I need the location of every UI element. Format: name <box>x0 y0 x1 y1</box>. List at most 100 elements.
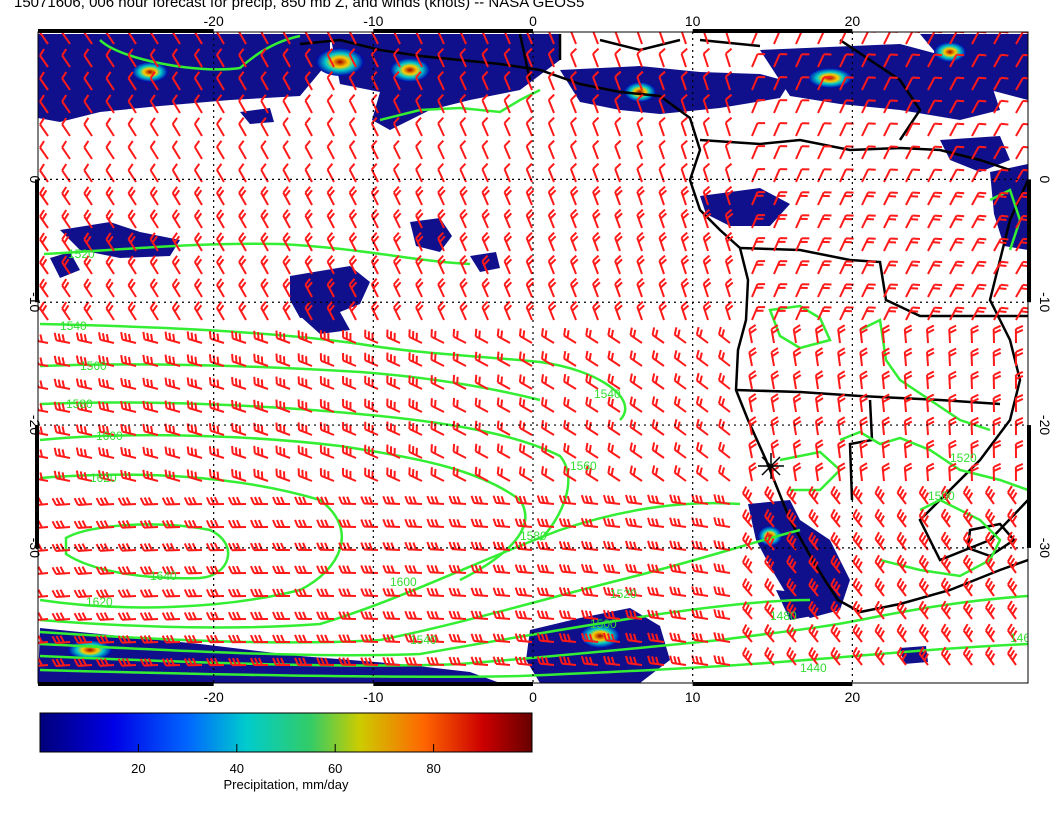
contour-label: 1560 <box>570 459 597 473</box>
wind-barb <box>741 578 753 597</box>
wind-barb <box>993 237 1009 252</box>
wind-barb <box>127 232 137 252</box>
wind-barb <box>764 486 775 505</box>
wind-barb <box>408 444 423 459</box>
wind-barb <box>370 71 379 91</box>
wind-barb <box>297 399 313 413</box>
wind-barb <box>859 393 868 413</box>
wind-barb <box>503 116 511 137</box>
wind-barb <box>724 70 733 91</box>
wind-barb <box>905 53 921 68</box>
wind-barb <box>764 532 775 551</box>
wind-barb <box>164 354 181 367</box>
wind-barb <box>940 485 952 505</box>
wind-barb <box>1015 306 1028 321</box>
wind-barb <box>392 277 402 298</box>
wind-barb <box>773 260 788 275</box>
wind-barb <box>238 209 247 229</box>
wind-barb <box>558 564 577 574</box>
wind-barb <box>171 117 181 137</box>
wind-barb <box>282 48 291 68</box>
wind-barb <box>459 47 467 68</box>
wind-barb <box>503 277 513 298</box>
contour-label: 1540 <box>60 319 87 333</box>
wind-barb <box>808 646 819 666</box>
wind-barb <box>53 401 71 413</box>
wind-barb <box>392 139 401 160</box>
wind-barb <box>970 370 979 390</box>
wind-barb <box>105 117 115 137</box>
wind-barb <box>205 611 225 621</box>
wind-barb <box>39 278 49 298</box>
wind-barb <box>669 609 687 620</box>
wind-barb <box>837 439 846 459</box>
wind-barb <box>658 300 668 321</box>
wind-barb <box>569 47 578 68</box>
wind-barb <box>38 379 49 390</box>
wind-barb <box>171 301 181 321</box>
wind-barb <box>282 117 291 137</box>
wind-barb <box>38 520 49 530</box>
wind-barb <box>861 191 876 206</box>
wind-barb <box>238 255 247 275</box>
wind-barb <box>127 255 137 275</box>
wind-barb <box>602 494 621 505</box>
wind-barb <box>360 634 379 643</box>
wind-barb <box>540 420 555 436</box>
wind-barb <box>592 231 601 252</box>
wind-barb <box>227 657 247 667</box>
wind-barb <box>625 586 643 597</box>
wind-barb <box>962 646 974 666</box>
wind-barb <box>470 633 489 643</box>
wind-barb <box>348 71 357 91</box>
wind-barb <box>940 623 952 643</box>
lon-tick-label-bottom: -20 <box>204 689 224 705</box>
wind-barb <box>592 208 601 229</box>
wind-barb <box>569 70 578 91</box>
wind-barb <box>382 541 401 551</box>
wind-barb <box>673 373 687 390</box>
wind-barb <box>859 439 868 459</box>
wind-barb <box>993 168 1009 183</box>
wind-barb <box>39 71 49 91</box>
wind-barb <box>702 47 711 68</box>
wind-barb <box>117 635 137 644</box>
wind-barb <box>392 300 402 321</box>
wind-barb <box>547 254 557 275</box>
wind-barb <box>51 658 71 668</box>
wind-barb <box>817 76 832 91</box>
wind-barb <box>452 443 467 459</box>
wind-barb <box>39 48 49 68</box>
wind-barb <box>839 191 854 206</box>
wind-barb <box>496 351 511 367</box>
wind-barb <box>386 421 401 436</box>
wind-barb <box>695 441 709 459</box>
wind-barb <box>786 485 797 505</box>
wind-barb <box>717 418 731 436</box>
map-title: 15071606, 006 hour forecast for precip, … <box>14 0 585 11</box>
wind-barb <box>585 419 599 436</box>
wind-barb <box>636 254 645 275</box>
wind-barb <box>127 163 137 183</box>
wind-barb <box>250 496 269 506</box>
wind-barb <box>585 396 599 413</box>
wind-barb <box>105 32 115 45</box>
wind-barb <box>905 214 921 229</box>
wind-barb <box>724 116 733 137</box>
wind-barb <box>896 623 907 643</box>
wind-barb <box>183 611 203 621</box>
wind-barb <box>702 139 711 160</box>
wind-barb <box>231 353 247 367</box>
wind-barb <box>272 496 291 505</box>
wind-barb <box>883 306 898 321</box>
wind-barb <box>949 76 965 91</box>
wind-barb <box>260 71 269 91</box>
wind-barb <box>808 508 819 528</box>
wind-barb <box>536 656 555 666</box>
wind-barb <box>53 447 71 459</box>
wind-barb <box>171 163 181 183</box>
wind-barb <box>926 347 935 367</box>
wind-barb <box>304 163 313 183</box>
wind-barb <box>751 214 766 229</box>
